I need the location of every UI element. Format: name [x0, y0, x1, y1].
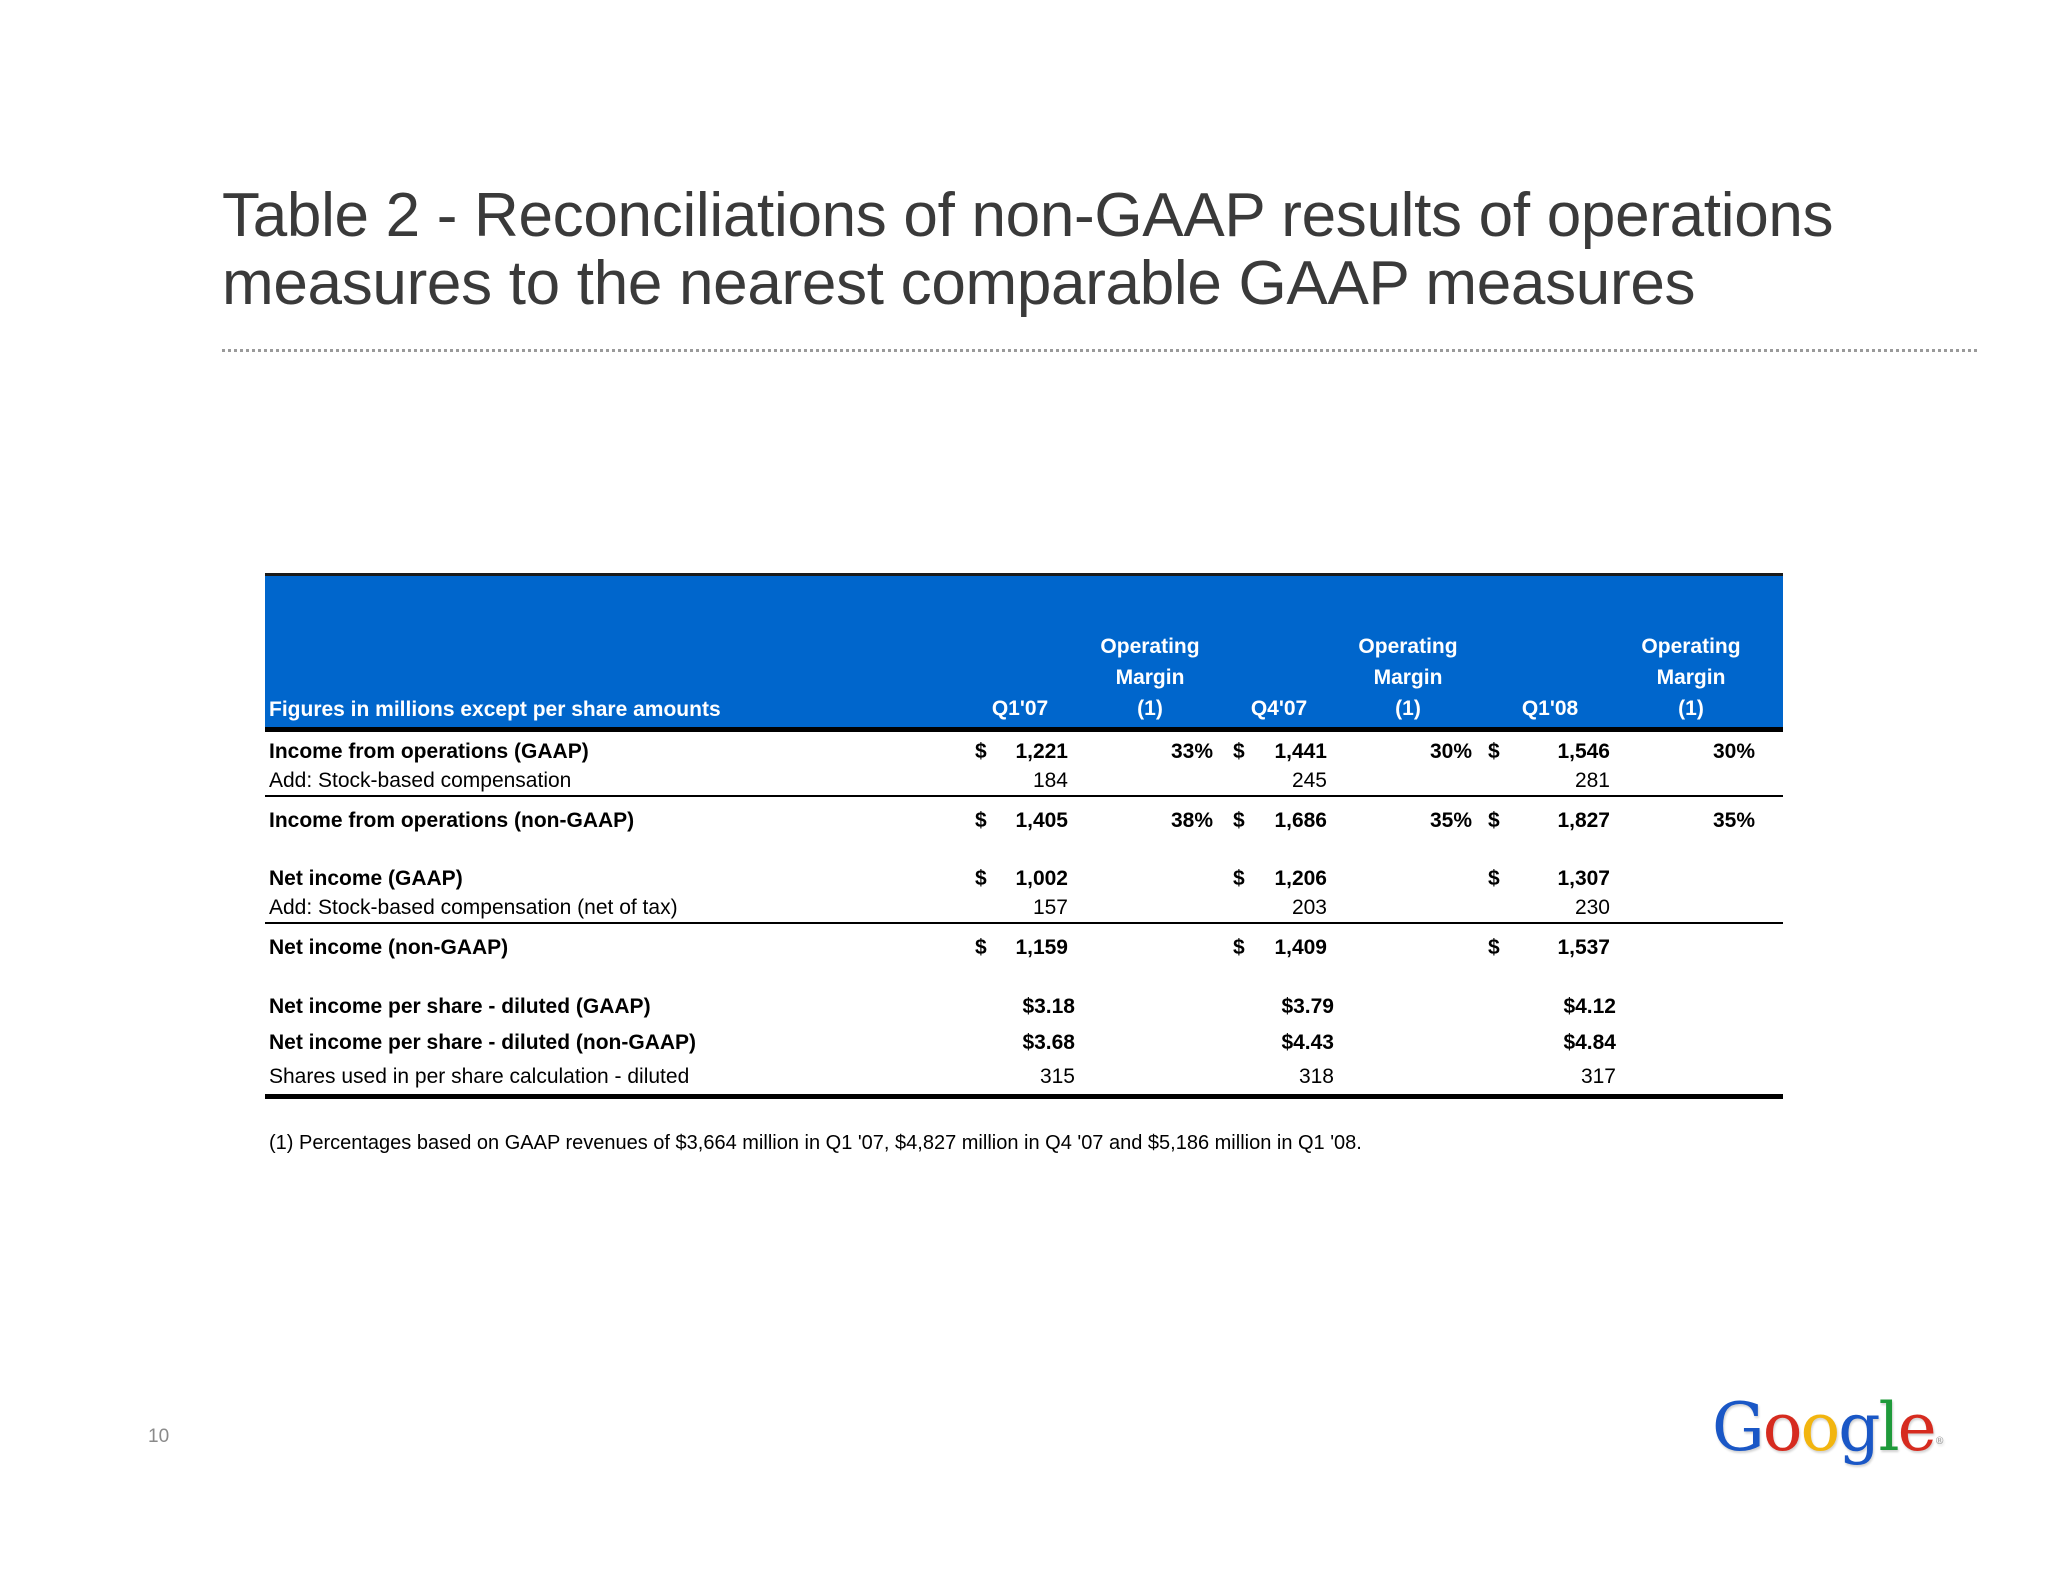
currency-symbol: $	[1488, 867, 1500, 890]
value-q1-08: 1,546	[1557, 740, 1610, 763]
table-caption: Figures in millions except per share amo…	[269, 698, 721, 721]
value-q1-08: 1,307	[1557, 867, 1610, 890]
value-q4-07: 1,206	[1274, 867, 1327, 890]
table-bottom-rule	[265, 1094, 1783, 1099]
row-label: Net income (GAAP)	[269, 867, 463, 890]
value-q4-07: 1,441	[1274, 740, 1327, 763]
table-row-eps-diluted-non-gaap: Net income per share - diluted (non-GAAP…	[265, 1029, 1783, 1057]
table-row-net-income-non-gaap: Net income (non-GAAP) $ 1,159 $ 1,409 $ …	[265, 934, 1783, 962]
subtotal-rule	[265, 795, 1783, 797]
column-header-line: Margin	[1656, 666, 1726, 689]
table-row-income-from-operations-gaap: Income from operations (GAAP) $ 1,221 33…	[265, 738, 1783, 766]
logo-letter: l	[1878, 1389, 1899, 1466]
value-q1-08: 281	[1574, 769, 1610, 792]
currency-symbol: $	[975, 809, 987, 832]
row-label: Add: Stock-based compensation	[269, 769, 572, 792]
value-q1-07: 1,002	[1015, 867, 1068, 890]
value-q1-07: 1,221	[1015, 740, 1068, 763]
column-header-line: (1)	[1137, 697, 1163, 720]
google-logo: Google®	[1712, 1388, 1945, 1468]
slide-title-line-1: Table 2 - Reconciliations of non-GAAP re…	[222, 181, 1834, 250]
margin-q1-07: 33%	[1170, 740, 1213, 763]
slide-title: Table 2 - Reconciliations of non-GAAP re…	[222, 182, 1922, 318]
column-header-line: Operating	[1641, 635, 1741, 658]
title-dotted-divider	[222, 349, 1977, 352]
value-q1-08: 230	[1574, 896, 1610, 919]
value-q1-07: $3.68	[1022, 1031, 1075, 1054]
table-row-add-stock-based-compensation-net-of-tax: Add: Stock-based compensation (net of ta…	[265, 894, 1783, 922]
value-q4-07: $4.43	[1281, 1031, 1334, 1054]
table-header: Figures in millions except per share amo…	[265, 573, 1783, 732]
value-q4-07: 1,409	[1274, 936, 1327, 959]
margin-q1-08: 30%	[1712, 740, 1755, 763]
currency-symbol: $	[975, 740, 987, 763]
currency-symbol: $	[1233, 867, 1245, 890]
table-row-income-from-operations-non-gaap: Income from operations (non-GAAP) $ 1,40…	[265, 807, 1783, 835]
value-q1-08: 317	[1580, 1065, 1616, 1088]
value-q4-07: 1,686	[1274, 809, 1327, 832]
margin-q4-07: 30%	[1429, 740, 1472, 763]
trademark-symbol: ®	[1934, 1436, 1945, 1447]
currency-symbol: $	[1488, 936, 1500, 959]
column-header-line: (1)	[1678, 697, 1704, 720]
table-row-shares-used-diluted: Shares used in per share calculation - d…	[265, 1063, 1783, 1091]
reconciliation-table: Figures in millions except per share amo…	[265, 573, 1783, 1099]
slide-title-line-2: measures to the nearest comparable GAAP …	[222, 249, 1696, 318]
column-header-line: Operating	[1358, 635, 1458, 658]
logo-letter: g	[1838, 1389, 1880, 1466]
value-q4-07: 203	[1291, 896, 1327, 919]
currency-symbol: $	[975, 867, 987, 890]
row-label: Add: Stock-based compensation (net of ta…	[269, 896, 678, 919]
logo-letter: o	[1800, 1389, 1840, 1466]
value-q4-07: 318	[1298, 1065, 1334, 1088]
column-header-q1-08: Q1'08	[1521, 697, 1579, 720]
column-header-operating-margin-q4-07: Operating Margin (1)	[1348, 631, 1468, 724]
margin-q4-07: 35%	[1429, 809, 1472, 832]
currency-symbol: $	[1488, 809, 1500, 832]
table-row-net-income-gaap: Net income (GAAP) $ 1,002 $ 1,206 $ 1,30…	[265, 865, 1783, 893]
row-label: Shares used in per share calculation - d…	[269, 1065, 690, 1088]
logo-letter: e	[1897, 1389, 1937, 1466]
row-label: Net income per share - diluted (GAAP)	[269, 995, 651, 1018]
value-q1-07: 1,405	[1015, 809, 1068, 832]
row-label: Income from operations (non-GAAP)	[269, 809, 635, 832]
currency-symbol: $	[1233, 936, 1245, 959]
column-header-q4-07: Q4'07	[1250, 697, 1308, 720]
column-header-operating-margin-q1-07: Operating Margin (1)	[1090, 631, 1210, 724]
column-header-q1-07: Q1'07	[991, 697, 1049, 720]
value-q1-08: 1,537	[1557, 936, 1610, 959]
column-header-line: Margin	[1115, 666, 1185, 689]
column-header-line: (1)	[1395, 697, 1421, 720]
value-q1-07: $3.18	[1022, 995, 1075, 1018]
row-label: Net income per share - diluted (non-GAAP…	[269, 1031, 697, 1054]
value-q1-08: $4.12	[1563, 995, 1616, 1018]
logo-letter: o	[1762, 1389, 1803, 1466]
value-q1-07: 157	[1032, 896, 1068, 919]
value-q1-07: 315	[1039, 1065, 1075, 1088]
value-q4-07: $3.79	[1281, 995, 1334, 1018]
value-q1-08: $4.84	[1563, 1031, 1616, 1054]
row-label: Net income (non-GAAP)	[269, 936, 509, 959]
value-q1-07: 184	[1032, 769, 1068, 792]
table-row-eps-diluted-gaap: Net income per share - diluted (GAAP) $3…	[265, 993, 1783, 1021]
column-header-operating-margin-q1-08: Operating Margin (1)	[1631, 631, 1751, 724]
subtotal-rule	[265, 922, 1783, 924]
currency-symbol: $	[975, 936, 987, 959]
margin-q1-08: 35%	[1712, 809, 1755, 832]
currency-symbol: $	[1233, 740, 1245, 763]
value-q1-08: 1,827	[1557, 809, 1610, 832]
table-row-add-stock-based-compensation: Add: Stock-based compensation 184 245 28…	[265, 767, 1783, 795]
value-q4-07: 245	[1291, 769, 1327, 792]
logo-letter: G	[1712, 1389, 1765, 1466]
value-q1-07: 1,159	[1015, 936, 1068, 959]
currency-symbol: $	[1488, 740, 1500, 763]
currency-symbol: $	[1233, 809, 1245, 832]
page-number: 10	[148, 1426, 170, 1447]
row-label: Income from operations (GAAP)	[269, 740, 589, 763]
margin-q1-07: 38%	[1170, 809, 1213, 832]
table-footnote: (1) Percentages based on GAAP revenues o…	[269, 1132, 1362, 1154]
column-header-line: Margin	[1373, 666, 1443, 689]
column-header-line: Operating	[1100, 635, 1200, 658]
